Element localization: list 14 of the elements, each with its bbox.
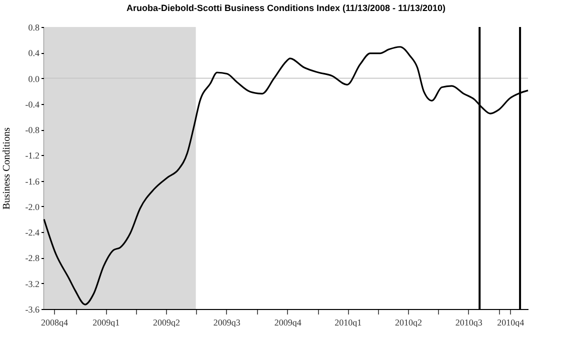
y-tick-label: 0.8	[28, 22, 40, 32]
y-tick-label: 0.4	[28, 48, 40, 58]
y-tick-label: -0.8	[25, 125, 40, 136]
y-tick-label: -0.4	[25, 99, 40, 110]
y-axis-title: Business Conditions	[1, 127, 12, 210]
y-tick-label: 0.0	[28, 74, 40, 84]
y-tick-label: -2.8	[25, 253, 40, 264]
chart-title: Aruoba-Diebold-Scotti Business Conditions Index (11/13/2008 - 11/13/2010)	[126, 3, 446, 13]
y-tick-label: -3.6	[25, 304, 40, 314]
y-tick-label: -1.6	[25, 176, 40, 186]
y-tick-label: -1.2	[25, 150, 40, 161]
y-tick-label: -2.4	[25, 228, 40, 238]
y-tick-label: -2.0	[25, 202, 40, 212]
y-tick-label: -3.2	[25, 278, 40, 289]
